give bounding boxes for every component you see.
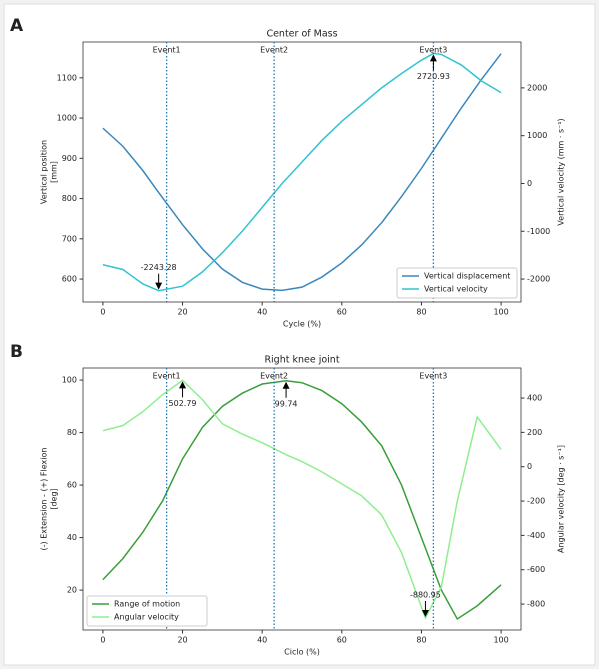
y2-tick-label: 2000 bbox=[527, 83, 547, 92]
y2-tick-label: 0 bbox=[527, 179, 532, 188]
x-tick-label: 100 bbox=[493, 308, 508, 317]
x-tick-label: 0 bbox=[100, 636, 105, 645]
y2-tick-label: 200 bbox=[527, 428, 542, 437]
x-tick-label: 60 bbox=[337, 636, 347, 645]
x-tick-label: 40 bbox=[257, 636, 267, 645]
y2-tick-label: -400 bbox=[527, 531, 545, 540]
y2-tick-label: -600 bbox=[527, 565, 545, 574]
event-label: Event2 bbox=[260, 46, 288, 55]
legend-label: Range of motion bbox=[114, 600, 180, 609]
x-tick-label: 20 bbox=[177, 636, 187, 645]
figure-background bbox=[3, 3, 596, 666]
y-tick-label: 100 bbox=[62, 376, 77, 385]
chart-title: Center of Mass bbox=[266, 29, 337, 40]
data-line bbox=[102, 53, 502, 292]
data-line bbox=[102, 379, 502, 620]
legend-box bbox=[396, 267, 518, 299]
y2-axis-label: Angular velocity [deg · s⁻¹] bbox=[557, 445, 566, 553]
y-axis-label: [mm] bbox=[50, 161, 59, 183]
y-axis-label: (-) Extension - (+) Flexion bbox=[40, 448, 49, 551]
x-axis-label: Cycle (%) bbox=[283, 320, 321, 329]
annotation-label: 99.74 bbox=[275, 399, 298, 408]
data-line bbox=[102, 380, 502, 621]
legend-label: Angular velocity bbox=[114, 613, 179, 622]
x-tick-label: 20 bbox=[177, 308, 187, 317]
y-tick-label: 700 bbox=[62, 234, 77, 243]
x-tick-label: 60 bbox=[337, 308, 347, 317]
data-line bbox=[102, 52, 502, 292]
y2-tick-label: -200 bbox=[527, 497, 545, 506]
legend-box bbox=[86, 595, 208, 627]
x-tick-label: 40 bbox=[257, 308, 267, 317]
event-label: Event1 bbox=[153, 46, 181, 55]
y2-axis-label: Vertical velocity (mm · s⁻¹) bbox=[557, 118, 566, 225]
x-tick-label: 80 bbox=[416, 308, 426, 317]
annotation-label: 502.79 bbox=[169, 399, 197, 408]
y-tick-label: 800 bbox=[62, 194, 77, 203]
panel-label: B bbox=[10, 342, 23, 362]
y-tick-label: 40 bbox=[67, 533, 77, 542]
y2-tick-label: 400 bbox=[527, 394, 542, 403]
annotation-arrowhead bbox=[155, 282, 163, 290]
annotation-label: -880.95 bbox=[410, 590, 441, 599]
x-axis-label: Ciclo (%) bbox=[284, 648, 320, 657]
y-tick-label: 60 bbox=[67, 481, 77, 490]
annotation-arrowhead bbox=[179, 381, 187, 389]
x-tick-label: 0 bbox=[100, 308, 105, 317]
y-tick-label: 80 bbox=[67, 428, 77, 437]
y-axis-label: [deg] bbox=[50, 488, 59, 509]
event-label: Event2 bbox=[260, 372, 288, 381]
annotation-arrowhead bbox=[429, 54, 437, 62]
annotation-arrowhead bbox=[282, 381, 290, 389]
y-axis-label: Vertical position bbox=[40, 140, 49, 204]
event-label: Event3 bbox=[419, 46, 447, 55]
legend-label: Vertical displacement bbox=[424, 272, 510, 281]
annotation-label: 2720.93 bbox=[417, 72, 450, 81]
y-tick-label: 1100 bbox=[57, 73, 77, 82]
y2-tick-label: -1000 bbox=[527, 227, 550, 236]
y-tick-label: 900 bbox=[62, 154, 77, 163]
plot-area bbox=[82, 367, 522, 631]
x-tick-label: 80 bbox=[416, 636, 426, 645]
event-label: Event1 bbox=[153, 372, 181, 381]
y2-tick-label: 1000 bbox=[527, 131, 547, 140]
annotation-label: -2243.28 bbox=[141, 263, 177, 272]
panel-label: A bbox=[10, 16, 24, 36]
chart-title: Right knee joint bbox=[264, 355, 339, 366]
y-tick-label: 1000 bbox=[57, 114, 77, 123]
y2-tick-label: 0 bbox=[527, 462, 532, 471]
annotation-arrowhead bbox=[421, 609, 429, 617]
y-tick-label: 600 bbox=[62, 275, 77, 284]
plot-area bbox=[82, 41, 522, 303]
legend-label: Vertical velocity bbox=[424, 285, 488, 294]
x-tick-label: 100 bbox=[493, 636, 508, 645]
y2-tick-label: -800 bbox=[527, 600, 545, 609]
y-tick-label: 20 bbox=[67, 586, 77, 595]
event-label: Event3 bbox=[419, 372, 447, 381]
y2-tick-label: -2000 bbox=[527, 275, 550, 284]
